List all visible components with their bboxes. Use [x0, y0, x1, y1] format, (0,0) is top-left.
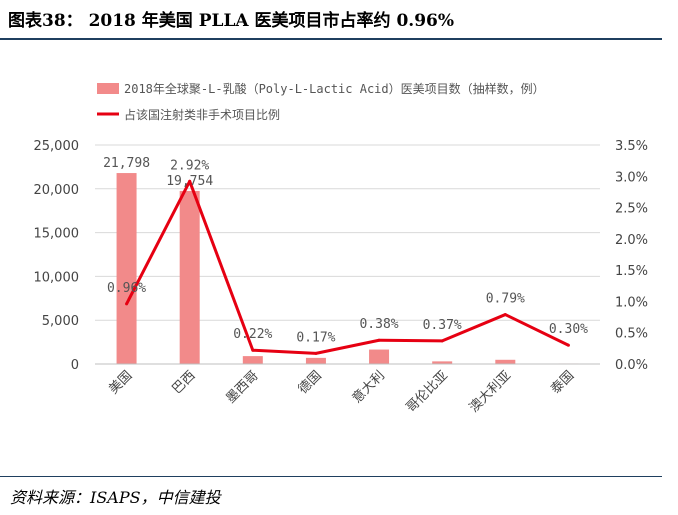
line-value-label: 0.79%	[486, 292, 525, 307]
bar	[369, 349, 390, 364]
x-tick-label: 墨西哥	[223, 368, 261, 406]
line-value-label: 0.22%	[233, 327, 272, 342]
y-right-tick-label: 1.0%	[615, 295, 648, 310]
line-point	[314, 351, 318, 355]
line-value-label: 0.17%	[296, 330, 335, 345]
y-right-tick-label: 0.5%	[615, 327, 648, 342]
line-path	[125, 179, 570, 355]
title-rule	[0, 38, 662, 40]
line-point	[503, 313, 507, 317]
line-point	[251, 348, 255, 352]
y-left-tick-label: 0	[71, 358, 79, 373]
footer-rule	[0, 476, 662, 477]
line-value-label: 0.38%	[359, 317, 398, 332]
legend: 2018年全球聚-L-乳酸（Poly-L-Lactic Acid）医美项目数（抽…	[97, 81, 545, 122]
x-tick-label: 巴西	[170, 368, 199, 397]
x-tick-label: 德国	[296, 368, 325, 397]
line-point	[188, 179, 192, 183]
y-right-tick-label: 3.5%	[615, 139, 648, 154]
bar-value-label: 21,798	[103, 156, 150, 171]
line-value-label: 0.96%	[107, 281, 146, 296]
y-right-tick-label: 3.0%	[615, 170, 648, 185]
y-right-tick-label: 0.0%	[615, 358, 648, 373]
legend-line-label: 占该国注射类非手术项目比例	[124, 107, 280, 122]
x-tick-label: 哥伦比亚	[404, 368, 451, 415]
x-tick-label: 美国	[106, 368, 135, 397]
line-point	[566, 343, 570, 347]
bar	[432, 361, 453, 364]
bar	[179, 190, 200, 364]
y-left-tick-label: 25,000	[34, 139, 80, 154]
data-labels: 21,798 19,754 0.96% 2.92% 0.22% 0.17% 0.38% 0.3…	[103, 156, 588, 345]
bar	[495, 359, 516, 364]
y-left-tick-label: 10,000	[34, 270, 80, 285]
x-tick-label: 泰国	[548, 368, 577, 397]
line-series	[125, 179, 570, 355]
legend-bar-label: 2018年全球聚-L-乳酸（Poly-L-Lactic Acid）医美项目数（抽…	[124, 81, 545, 96]
bar-value-label: 19,754	[166, 174, 213, 189]
gridlines	[95, 144, 600, 321]
line-point	[377, 338, 381, 342]
bar	[305, 357, 326, 364]
x-tick-label: 澳大利亚	[466, 368, 514, 416]
line-value-label: 0.30%	[549, 322, 588, 337]
bar-series	[116, 173, 579, 364]
line-value-label: 0.37%	[423, 318, 462, 333]
y-right-tick-label: 2.5%	[615, 202, 648, 217]
y-left-tick-label: 20,000	[34, 183, 80, 198]
y-left-tick-label: 5,000	[42, 314, 79, 329]
bar	[116, 173, 137, 364]
source-note: 资料来源：ISAPS，中信建投	[10, 488, 221, 507]
chart-title: 图表38： 2018 年美国 PLLA 医美项目市占率约 0.96%	[8, 11, 455, 31]
line-value-label: 2.92%	[170, 158, 209, 173]
y-right-tick-label: 1.5%	[615, 264, 648, 279]
x-tick-label: 意大利	[349, 368, 388, 407]
line-point	[125, 302, 129, 306]
legend-bar-swatch	[97, 83, 119, 94]
y-left-tick-label: 15,000	[34, 227, 80, 242]
bar	[242, 356, 263, 364]
y-right-tick-label: 2.0%	[615, 233, 648, 248]
line-point	[440, 339, 444, 343]
